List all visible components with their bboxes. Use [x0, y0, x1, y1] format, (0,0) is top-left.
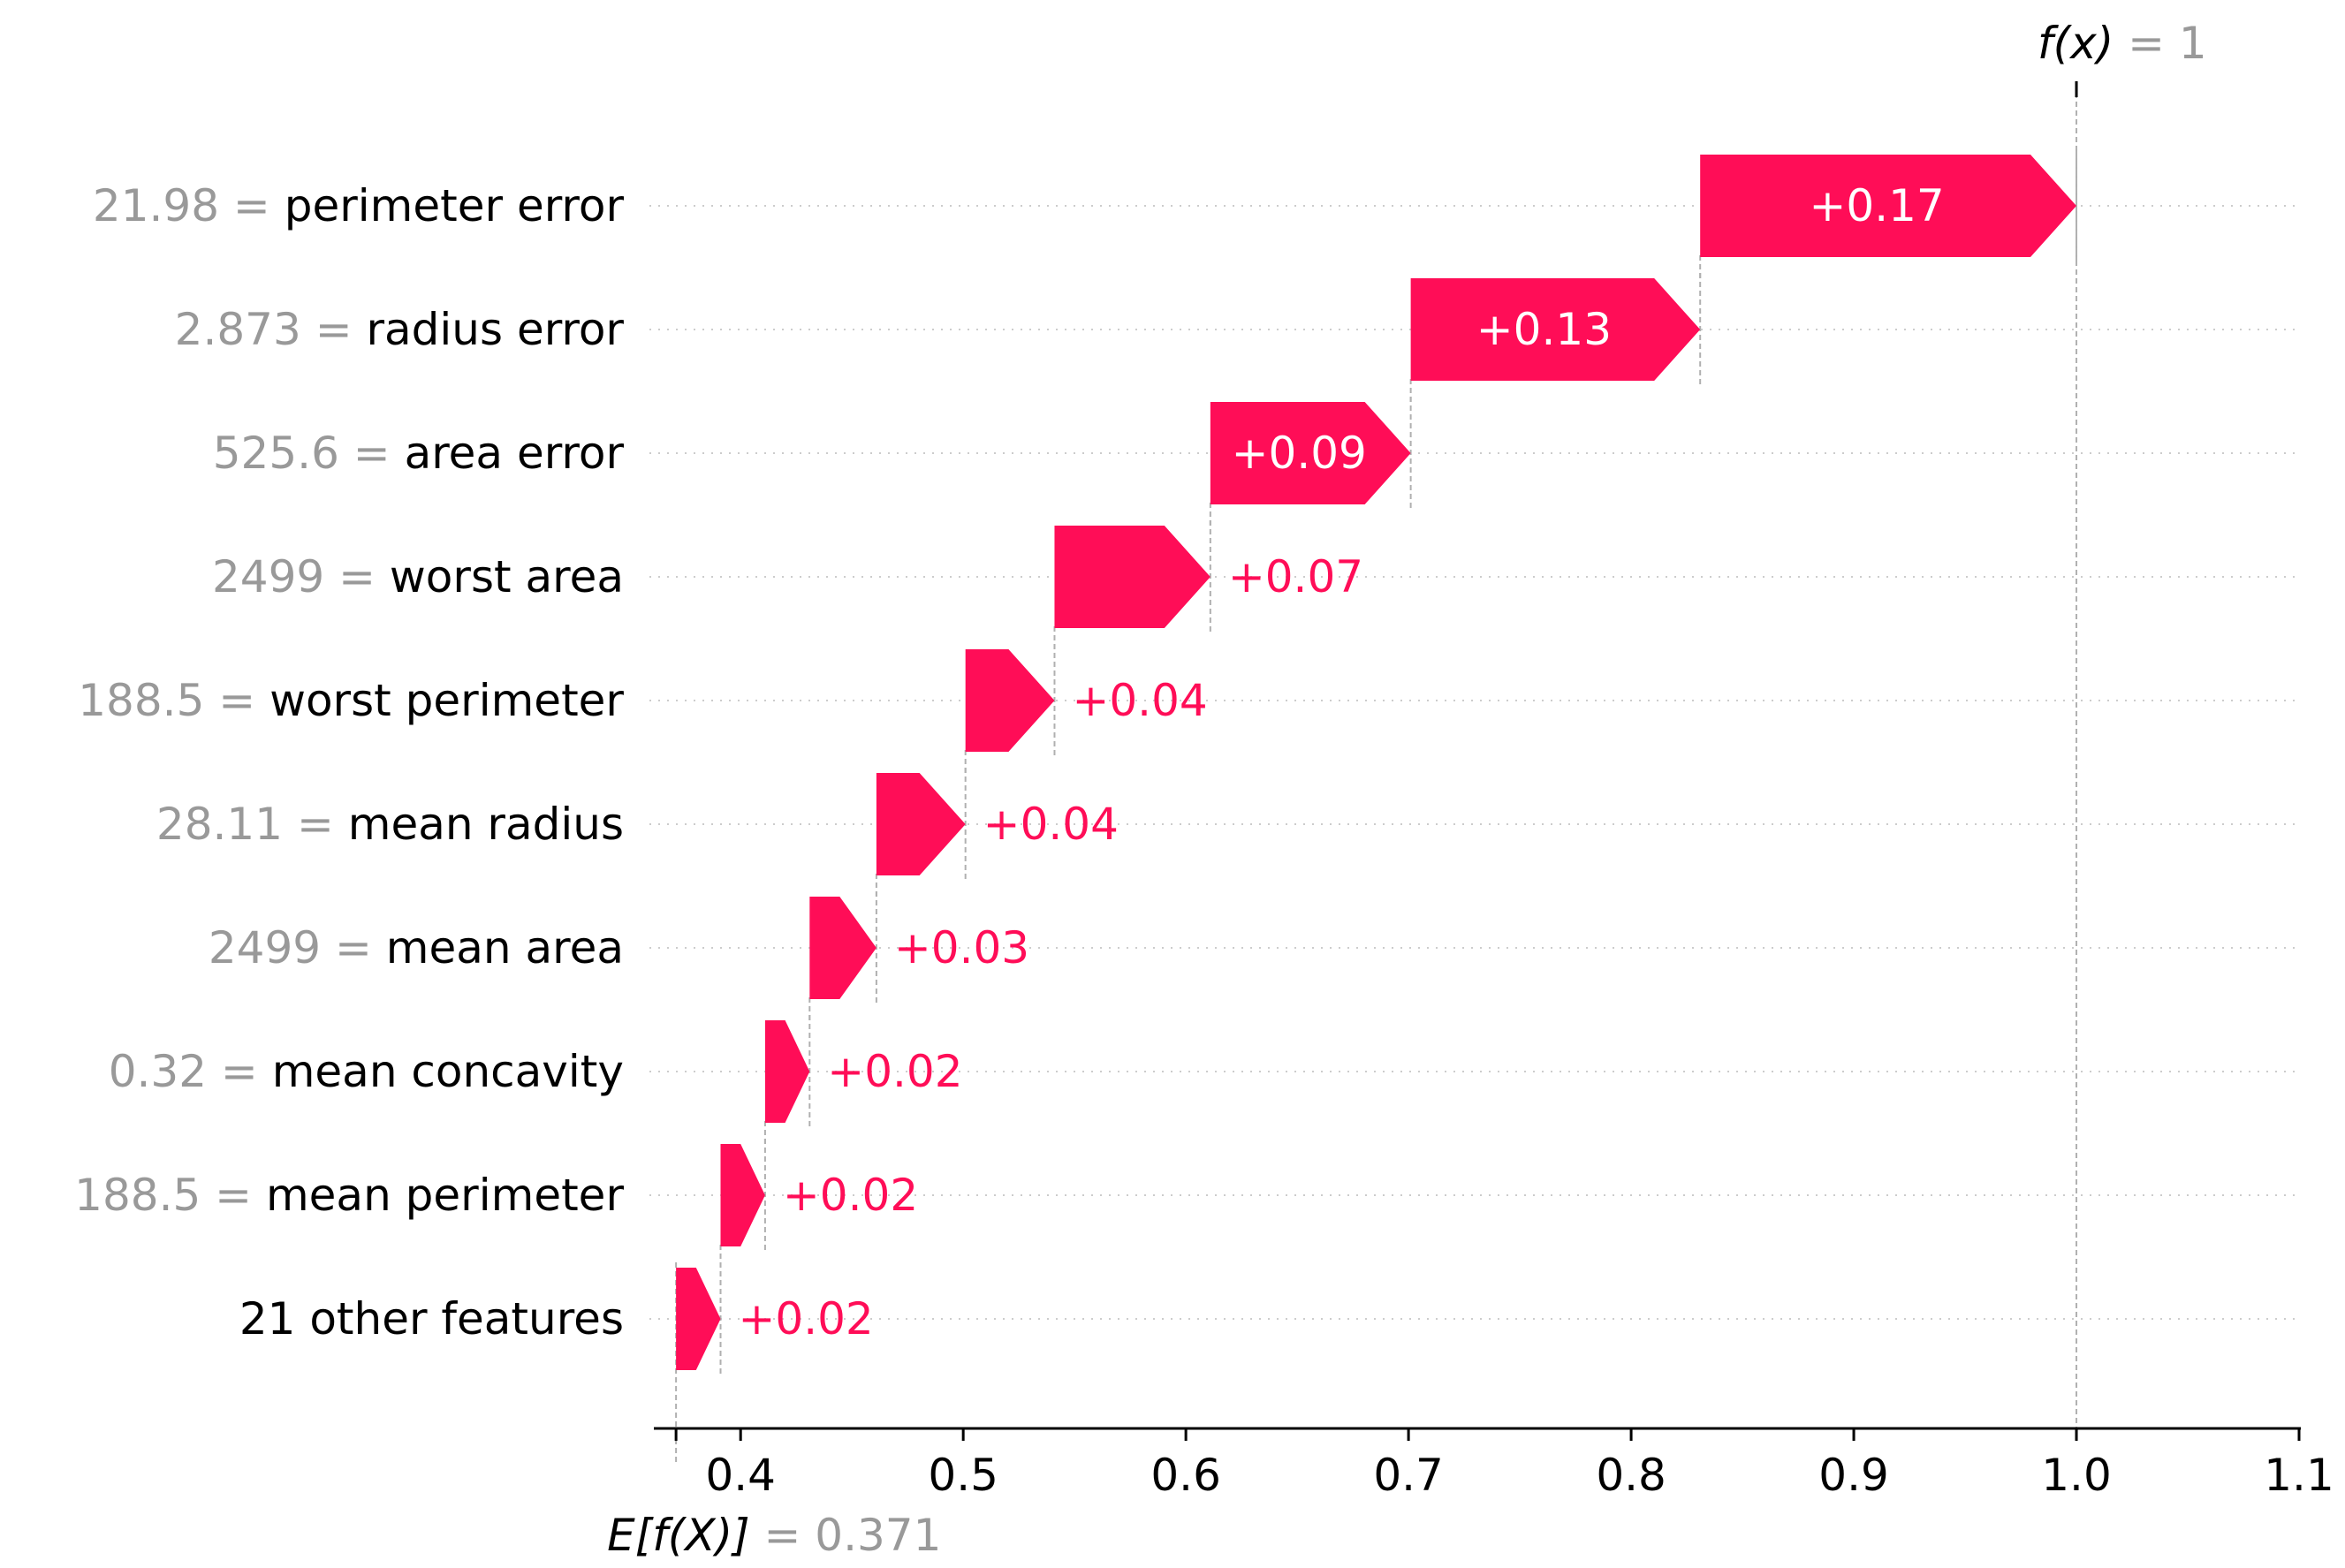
feature-equals: =: [283, 799, 348, 850]
feature-label: 0.32 = mean concavity: [109, 1046, 624, 1097]
feature-name: worst area: [390, 551, 624, 602]
waterfall-bar: [809, 897, 877, 999]
feature-name: perimeter error: [285, 180, 625, 231]
x-tick-label: 0.7: [1373, 1450, 1444, 1501]
contribution-label: +0.09: [1232, 428, 1367, 479]
x-tick-label: 0.5: [928, 1450, 998, 1501]
x-tick-label: 0.6: [1150, 1450, 1221, 1501]
feature-label: 28.11 = mean radius: [156, 799, 624, 850]
contribution-label: +0.04: [1072, 675, 1207, 726]
feature-equals: =: [321, 922, 386, 973]
contribution-label: +0.07: [1228, 551, 1363, 602]
feature-name: mean radius: [348, 799, 624, 850]
bars: +0.17 +0.13 +0.09 +0.07 +0.04 +0.04 +0.03 +0.02…: [676, 155, 2077, 1370]
feature-equals: =: [219, 180, 285, 231]
waterfall-bar: [965, 649, 1055, 752]
feature-labels: 21.98 = perimeter error 2.873 = radius er…: [74, 180, 624, 1345]
feature-name: mean concavity: [272, 1046, 624, 1097]
feature-label: 21.98 = perimeter error: [93, 180, 625, 231]
waterfall-bar: [1210, 402, 1411, 504]
output-value: 1: [2179, 18, 2207, 69]
feature-name: worst perimeter: [269, 675, 624, 726]
output-value-annotation: f(x) = 1: [2038, 18, 2207, 69]
feature-value: 28.11: [156, 799, 283, 850]
contribution-label: +0.02: [827, 1046, 962, 1097]
waterfall-bar: [1700, 155, 2077, 257]
feature-equals: =: [339, 428, 405, 479]
feature-label: 2499 = worst area: [212, 551, 624, 602]
feature-value: 2.873: [175, 304, 301, 355]
contribution-label: +0.02: [739, 1293, 874, 1345]
base-value: 0.371: [815, 1510, 941, 1561]
contribution-label: +0.04: [983, 799, 1119, 850]
base-efx-label: E[f(X)]: [607, 1510, 749, 1561]
feature-value: 21.98: [93, 180, 219, 231]
base-equals: =: [750, 1510, 816, 1561]
feature-value: 2499: [212, 551, 324, 602]
x-tick-label: 0.9: [1818, 1450, 1889, 1501]
feature-label: 2.873 = radius error: [175, 304, 625, 355]
feature-equals: =: [301, 304, 367, 355]
feature-name: area error: [405, 428, 625, 479]
feature-equals: =: [204, 675, 269, 726]
feature-name: radius error: [366, 304, 624, 355]
x-tick-label: 0.8: [1596, 1450, 1666, 1501]
output-equals: =: [2114, 18, 2179, 69]
feature-equals: =: [207, 1046, 272, 1097]
feature-label: 2499 = mean area: [209, 922, 624, 973]
waterfall-bar: [720, 1144, 765, 1246]
feature-label: 525.6 = area error: [213, 428, 625, 479]
contribution-label: +0.02: [783, 1170, 918, 1221]
feature-name: 21 other features: [239, 1293, 624, 1345]
feature-label: 21 other features: [239, 1293, 624, 1345]
feature-value: 188.5: [78, 675, 204, 726]
x-tick-label: 0.4: [705, 1450, 776, 1501]
contribution-label: +0.03: [894, 922, 1029, 973]
feature-value: 525.6: [213, 428, 339, 479]
annotations: f(x) = 1 E[f(X)] = 0.371: [607, 18, 2207, 1561]
contribution-label: +0.17: [1809, 180, 1944, 231]
waterfall-bar: [676, 1268, 721, 1370]
output-fx-label: f(x): [2038, 18, 2114, 69]
contribution-label: +0.13: [1476, 304, 1612, 355]
x-axis: 0.4 0.5 0.6 0.7 0.8 0.9 1.0 1.1: [654, 1427, 2334, 1501]
feature-label: 188.5 = mean perimeter: [74, 1170, 624, 1221]
feature-name: mean area: [386, 922, 624, 973]
waterfall-bar: [764, 1020, 810, 1123]
base-value-annotation: E[f(X)] = 0.371: [607, 1510, 941, 1561]
x-tick-label: 1.0: [2041, 1450, 2112, 1501]
feature-equals: =: [201, 1170, 266, 1221]
feature-name: mean perimeter: [266, 1170, 624, 1221]
feature-value: 2499: [209, 922, 321, 973]
feature-label: 188.5 = worst perimeter: [78, 675, 624, 726]
waterfall-bar: [1410, 278, 1701, 381]
x-tick-label: 1.1: [2264, 1450, 2334, 1501]
waterfall-bar: [876, 773, 966, 875]
feature-equals: =: [324, 551, 390, 602]
feature-value: 188.5: [74, 1170, 201, 1221]
waterfall-bar: [1054, 526, 1210, 628]
feature-value: 0.32: [109, 1046, 207, 1097]
